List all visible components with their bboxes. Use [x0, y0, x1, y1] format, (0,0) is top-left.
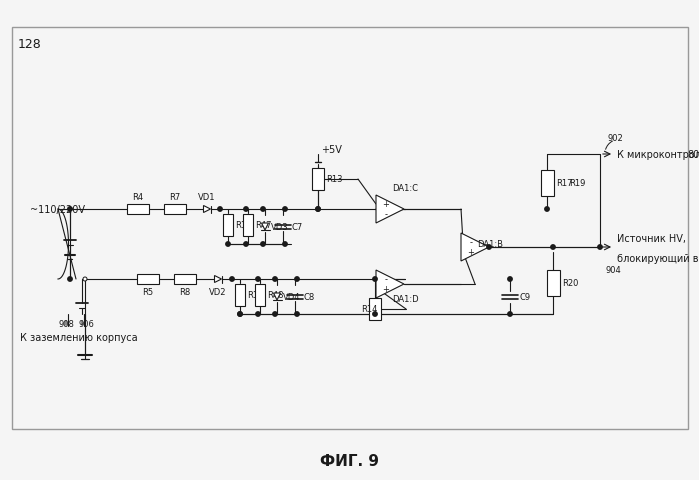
Circle shape [238, 312, 242, 316]
Circle shape [598, 245, 603, 250]
Circle shape [244, 242, 248, 247]
Bar [223, 214, 233, 236]
Text: VD3: VD3 [271, 223, 289, 231]
Text: Источник HV,: Источник HV, [617, 233, 686, 243]
Text: 908: 908 [58, 319, 74, 328]
Circle shape [273, 277, 278, 282]
Text: C9: C9 [520, 293, 531, 302]
Circle shape [226, 242, 230, 247]
Bar [540, 171, 554, 197]
Text: +: + [468, 248, 475, 257]
Text: +5V: +5V [321, 144, 342, 155]
Circle shape [373, 277, 377, 282]
Bar [243, 214, 253, 236]
Circle shape [507, 277, 512, 282]
Bar [255, 284, 265, 306]
Polygon shape [215, 276, 222, 283]
Circle shape [83, 277, 87, 281]
Text: -: - [384, 210, 387, 219]
Circle shape [551, 245, 555, 250]
Circle shape [273, 312, 278, 316]
Text: +: + [382, 200, 389, 209]
Text: блокирующий выход: блокирующий выход [617, 253, 699, 264]
Polygon shape [273, 293, 280, 300]
Text: VD4: VD4 [283, 292, 301, 301]
Polygon shape [261, 224, 268, 230]
Circle shape [507, 312, 512, 316]
Circle shape [283, 207, 287, 212]
Text: К микроконтроллеру: К микроконтроллеру [617, 150, 699, 160]
Bar [127, 204, 149, 215]
Text: 904: 904 [605, 265, 621, 275]
Text: R13: R13 [326, 175, 343, 184]
Text: 128: 128 [18, 38, 42, 51]
Circle shape [487, 245, 491, 250]
Text: C7: C7 [292, 223, 303, 231]
Bar [369, 299, 381, 320]
Bar [174, 275, 196, 285]
Text: 80: 80 [687, 150, 699, 160]
Text: R47: R47 [255, 220, 271, 229]
Circle shape [261, 207, 265, 212]
Circle shape [68, 277, 72, 282]
Text: -: - [470, 238, 473, 247]
Text: R48: R48 [267, 290, 284, 300]
Bar [547, 270, 559, 296]
Text: R20: R20 [562, 279, 578, 288]
Circle shape [238, 312, 242, 316]
Bar [312, 168, 324, 191]
Text: R14: R14 [361, 305, 377, 314]
Text: VD2: VD2 [209, 288, 226, 296]
Text: 902: 902 [607, 134, 623, 143]
Circle shape [283, 242, 287, 247]
Polygon shape [376, 270, 404, 299]
Polygon shape [461, 233, 489, 262]
Bar [137, 275, 159, 285]
Text: R19: R19 [569, 179, 585, 188]
Text: 906: 906 [78, 319, 94, 328]
Circle shape [256, 277, 260, 282]
Bar [235, 284, 245, 306]
Text: ~110/220V: ~110/220V [30, 204, 85, 215]
Text: R10: R10 [235, 220, 252, 229]
Text: VD1: VD1 [199, 192, 216, 202]
Bar [164, 204, 186, 215]
Circle shape [316, 207, 320, 212]
Polygon shape [203, 206, 210, 213]
Circle shape [68, 207, 72, 212]
Polygon shape [376, 195, 404, 224]
Circle shape [373, 312, 377, 316]
Text: DA1:B: DA1:B [477, 240, 503, 249]
Circle shape [68, 207, 72, 212]
Circle shape [230, 277, 234, 282]
Text: R11: R11 [247, 290, 264, 300]
Text: К заземлению корпуса: К заземлению корпуса [20, 332, 138, 342]
Text: DA1:D: DA1:D [392, 294, 419, 303]
Text: R4: R4 [132, 192, 143, 202]
Circle shape [256, 312, 260, 316]
Circle shape [295, 312, 299, 316]
Text: R8: R8 [180, 288, 191, 296]
Text: ФИГ. 9: ФИГ. 9 [320, 454, 379, 468]
Text: -: - [384, 275, 387, 284]
Circle shape [261, 242, 265, 247]
Text: R17: R17 [556, 179, 572, 188]
Circle shape [244, 207, 248, 212]
Circle shape [295, 277, 299, 282]
Text: DA1:C: DA1:C [392, 184, 418, 192]
Circle shape [316, 207, 320, 212]
Bar [12, 28, 688, 429]
Circle shape [218, 207, 222, 212]
Circle shape [545, 207, 549, 212]
Text: R5: R5 [143, 288, 154, 296]
Text: C8: C8 [304, 292, 315, 301]
Text: R7: R7 [169, 192, 180, 202]
Text: +: + [382, 285, 389, 294]
